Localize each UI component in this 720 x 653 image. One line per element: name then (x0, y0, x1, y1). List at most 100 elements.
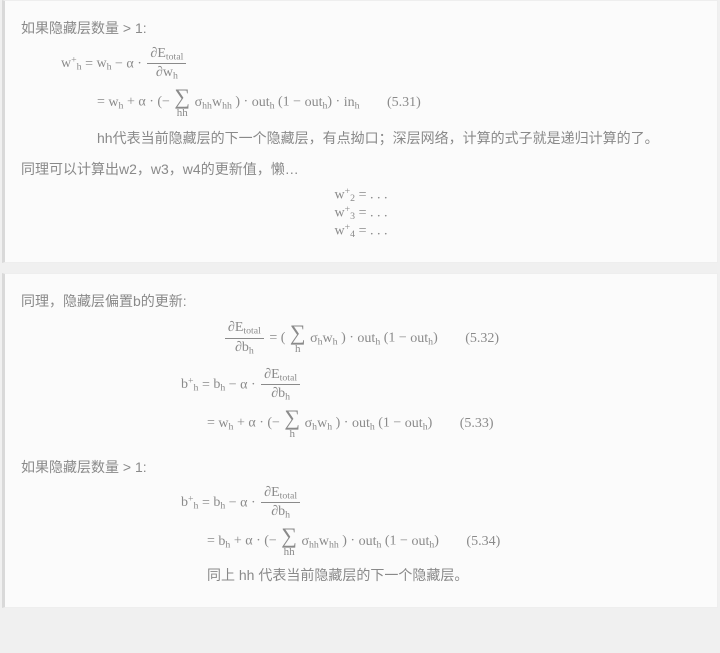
w3-dots: = . . . (355, 205, 387, 220)
eq-5-33-line2: = wh + α · (− ∑ h σhwh ) · outh (1 − out… (207, 407, 701, 440)
den-533: ∂bh (261, 385, 300, 403)
plus-3: + (234, 534, 245, 549)
bh-4: bh (213, 495, 225, 510)
bh-2: bh (213, 377, 225, 392)
eq-tag-531: (5.31) (387, 95, 421, 111)
tot-2: total (243, 326, 260, 337)
eq-7: = (207, 534, 218, 549)
out-8: out (411, 534, 429, 549)
alpha-4: α (248, 416, 255, 431)
one-minus: (1 − (278, 95, 305, 110)
w-updates-stack: w+2 = . . . w+3 = . . . w+4 = . . . (335, 186, 388, 240)
dot-3: · (244, 95, 252, 110)
eq-5-31-line1: w+h = wh − α · ∂Etotal ∂wh (61, 46, 701, 82)
sig-sub-h2: h (284, 429, 300, 440)
out-6: out (405, 416, 423, 431)
eq-5: = (207, 416, 218, 431)
sym-w2: w (96, 56, 106, 71)
sig-g-3: ∑ (284, 407, 300, 429)
sigma-hh-2: ∑ hh (281, 525, 297, 558)
sigma-glyph: ∑ (174, 86, 190, 108)
b-1: b (181, 377, 188, 392)
panel-hidden-weight-update: 如果隐藏层数量 > 1: w+h = wh − α · ∂Etotal ∂wh … (2, 0, 718, 263)
outh-7: outh (359, 534, 382, 549)
tot-4: total (280, 490, 297, 501)
h-3: h (119, 100, 124, 111)
bh-534: bh (218, 534, 230, 549)
E-1: E (157, 46, 166, 61)
rpar-8: ) (434, 534, 439, 549)
dot-6: · (251, 377, 259, 392)
w4-row: w+4 = . . . (335, 222, 388, 240)
eq-5-33-line1: b+h = bh − α · ∂Etotal ∂bh (181, 367, 701, 403)
frac-dE-dw: ∂Etotal ∂wh (147, 46, 186, 82)
line-others: 同理可以计算出w2，w3，w4的更新值，懒… (21, 156, 701, 183)
out-7: out (359, 534, 377, 549)
tag-533: (5.33) (460, 416, 494, 432)
out-h: h (270, 100, 275, 111)
h-den: h (173, 71, 178, 82)
eq-3: = (269, 331, 280, 346)
sigma-hh: ∑ hh (174, 86, 190, 119)
out-h3: h (375, 336, 380, 347)
wv-hh4: hh (329, 539, 339, 550)
wh-533: wh (218, 416, 233, 431)
wplus: w+h (61, 56, 85, 71)
out-h7: h (376, 539, 381, 550)
outh-2: outh (305, 95, 328, 110)
w3-row: w+3 = . . . (335, 204, 388, 222)
alpha-6: α (245, 534, 252, 549)
w2-dots: = . . . (355, 188, 387, 203)
p-2: ∂ (235, 340, 242, 355)
wv-3: w (317, 416, 327, 431)
sigma-h: ∑ h (290, 322, 306, 355)
wh: wh (96, 56, 111, 71)
sigma-term-3: σhwh (305, 416, 336, 431)
sym-w: w (61, 56, 71, 71)
dot-4: · (336, 95, 344, 110)
outh-8: outh (411, 534, 434, 549)
wv-h3: h (327, 421, 332, 432)
rpar: ) (235, 95, 240, 110)
bh-d2: h (285, 392, 290, 403)
outh-6: outh (405, 416, 428, 431)
bh-2s: h (220, 383, 225, 394)
outh-3: outh (357, 331, 380, 346)
num-534: ∂Etotal (261, 485, 300, 504)
num-533: ∂Etotal (261, 367, 300, 386)
sigma-h-2: ∑ h (284, 407, 300, 440)
bh-3: h (194, 501, 199, 512)
rpar-4: ) (433, 331, 438, 346)
eq-5-31-line2: = wh + α · (− ∑ hh σhhwhh ) · outh (1 − … (97, 86, 701, 119)
wh-533s: h (229, 421, 234, 432)
frac-dE-db: ∂Etotal ∂bh (225, 320, 264, 356)
frac-533: ∂Etotal ∂bh (261, 367, 300, 403)
tag-532: (5.32) (465, 331, 499, 347)
eq-5-34-line2: = bh + α · (− ∑ hh σhhwhh ) · outh (1 − … (207, 525, 701, 558)
w-hh: w (212, 95, 222, 110)
sigma-term-2: σhwh (310, 331, 341, 346)
eq-4: = (202, 377, 213, 392)
dot-11: · (350, 534, 358, 549)
outh: outh (252, 95, 275, 110)
om-3: (1 − (378, 416, 405, 431)
panel-hidden-bias-update: 同理，隐藏层偏置b的更新: ∂Etotal ∂bh = ( ∑ h σhwh )… (2, 273, 718, 608)
out-2: out (305, 95, 323, 110)
sv-4: σ (301, 534, 309, 549)
note-hh-2: 同上 hh 代表当前隐藏层的下一个隐藏层。 (207, 562, 701, 589)
eq-5-34-line1: b+h = bh − α · ∂Etotal ∂bh (181, 485, 701, 521)
rpar-7: ) (342, 534, 347, 549)
b-3: b (181, 495, 188, 510)
bh-den: h (249, 345, 254, 356)
w-533: w (218, 416, 228, 431)
note-hh: hh代表当前隐藏层的下一个隐藏层，有点拗口；深层网络，计算的式子就是递归计算的了… (97, 125, 701, 152)
alpha-5: α (240, 495, 247, 510)
sigma-sub-hh: hh (174, 108, 190, 119)
eq-5-32: ∂Etotal ∂bh = ( ∑ h σhwh ) · outh (1 − o… (21, 320, 701, 356)
out-1: out (252, 95, 270, 110)
sub-h: h (77, 61, 82, 72)
minus-2: − (229, 377, 240, 392)
tot-3: total (280, 372, 297, 383)
plus: + (127, 95, 138, 110)
bh-534s: h (225, 539, 230, 550)
